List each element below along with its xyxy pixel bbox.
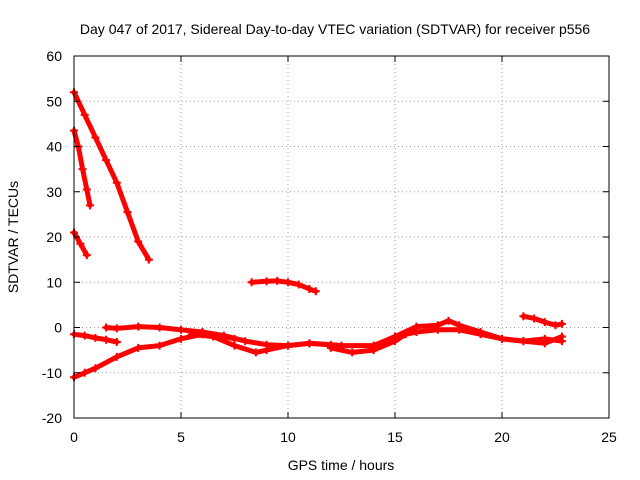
data-point: [209, 332, 218, 341]
data-point: [551, 321, 560, 330]
x-tick-label: 20: [494, 429, 510, 445]
data-point: [391, 337, 399, 346]
data-point: [112, 178, 121, 187]
data-point: [519, 312, 528, 321]
y-tick-label: 30: [46, 184, 62, 200]
data-point: [187, 330, 196, 339]
data-point: [241, 337, 250, 346]
data-point: [102, 156, 111, 165]
y-tick-label: -10: [42, 365, 62, 381]
data-point: [91, 133, 100, 142]
data-point: [498, 334, 506, 343]
y-tick-label: 60: [46, 48, 62, 64]
data-point: [455, 325, 464, 334]
data-point: [78, 165, 87, 174]
data-point: [80, 331, 89, 340]
data-point: [311, 287, 320, 296]
data-point: [284, 341, 292, 350]
y-tick-label: 0: [54, 320, 62, 336]
data-point: [476, 330, 485, 339]
data-point: [112, 337, 121, 346]
data-point: [134, 343, 143, 352]
data-point: [530, 314, 539, 323]
data-point: [519, 337, 528, 346]
data-point: [273, 276, 282, 285]
series-arc-8: [326, 325, 566, 357]
data-point: [76, 239, 85, 248]
series-arc-4: [70, 330, 121, 346]
data-point: [219, 331, 228, 340]
data-point: [251, 348, 260, 357]
data-point: [444, 316, 453, 325]
data-point: [326, 343, 335, 352]
data-point: [112, 352, 121, 361]
data-point: [112, 324, 121, 333]
data-point: [102, 335, 111, 344]
data-point: [91, 364, 100, 373]
x-tick-label: 5: [177, 429, 185, 445]
x-axis-label: GPS time / hours: [288, 457, 395, 473]
data-point: [401, 330, 410, 339]
data-point: [82, 251, 91, 260]
grid: [74, 56, 609, 418]
series-arc-9: [247, 276, 320, 296]
y-tick-label: 20: [46, 229, 62, 245]
data-point: [412, 328, 421, 337]
data-point: [262, 277, 271, 286]
data-point: [86, 201, 95, 210]
x-tick-label: 0: [70, 429, 78, 445]
y-axis-label: SDTVAR / TECUs: [5, 181, 21, 293]
series-arc-10: [519, 312, 566, 330]
data-point: [102, 323, 111, 332]
data-point: [134, 322, 143, 331]
data-point: [540, 334, 549, 343]
data-point: [80, 368, 89, 377]
chart-title: Day 047 of 2017, Sidereal Day-to-day VTE…: [80, 21, 590, 37]
data-point: [155, 341, 164, 350]
y-tick-label: -20: [42, 410, 62, 426]
data-point: [155, 323, 164, 332]
y-tick-label: 10: [46, 274, 62, 290]
data-point: [177, 334, 185, 343]
data-point: [177, 325, 185, 334]
data-point: [262, 346, 271, 355]
x-tick-label: 25: [601, 429, 617, 445]
data-point: [305, 339, 314, 348]
data-point: [540, 318, 549, 327]
data-point: [557, 319, 566, 328]
data-point: [284, 278, 292, 287]
data-point: [80, 110, 89, 119]
data-point: [230, 341, 239, 350]
data-point: [82, 185, 91, 194]
data-point: [144, 255, 153, 264]
data-point: [294, 280, 303, 289]
data-point: [557, 337, 566, 346]
data-point: [247, 278, 256, 287]
data-point: [305, 285, 314, 294]
x-tick-label: 10: [280, 429, 296, 445]
data-point: [348, 348, 357, 357]
data-point: [369, 346, 378, 355]
data-point: [134, 237, 143, 246]
x-tick-label: 15: [387, 429, 403, 445]
data-point: [91, 333, 100, 342]
series-trace: [71, 89, 152, 263]
y-tick-label: 50: [46, 93, 62, 109]
data-point: [433, 325, 442, 334]
tick-marks: [73, 55, 610, 419]
y-tick-label: 40: [46, 139, 62, 155]
data-point: [123, 208, 132, 217]
tick-labels: 0 5 10 15 20 25 -20 -10 0 10 20 30 40 50 60: [42, 48, 617, 445]
